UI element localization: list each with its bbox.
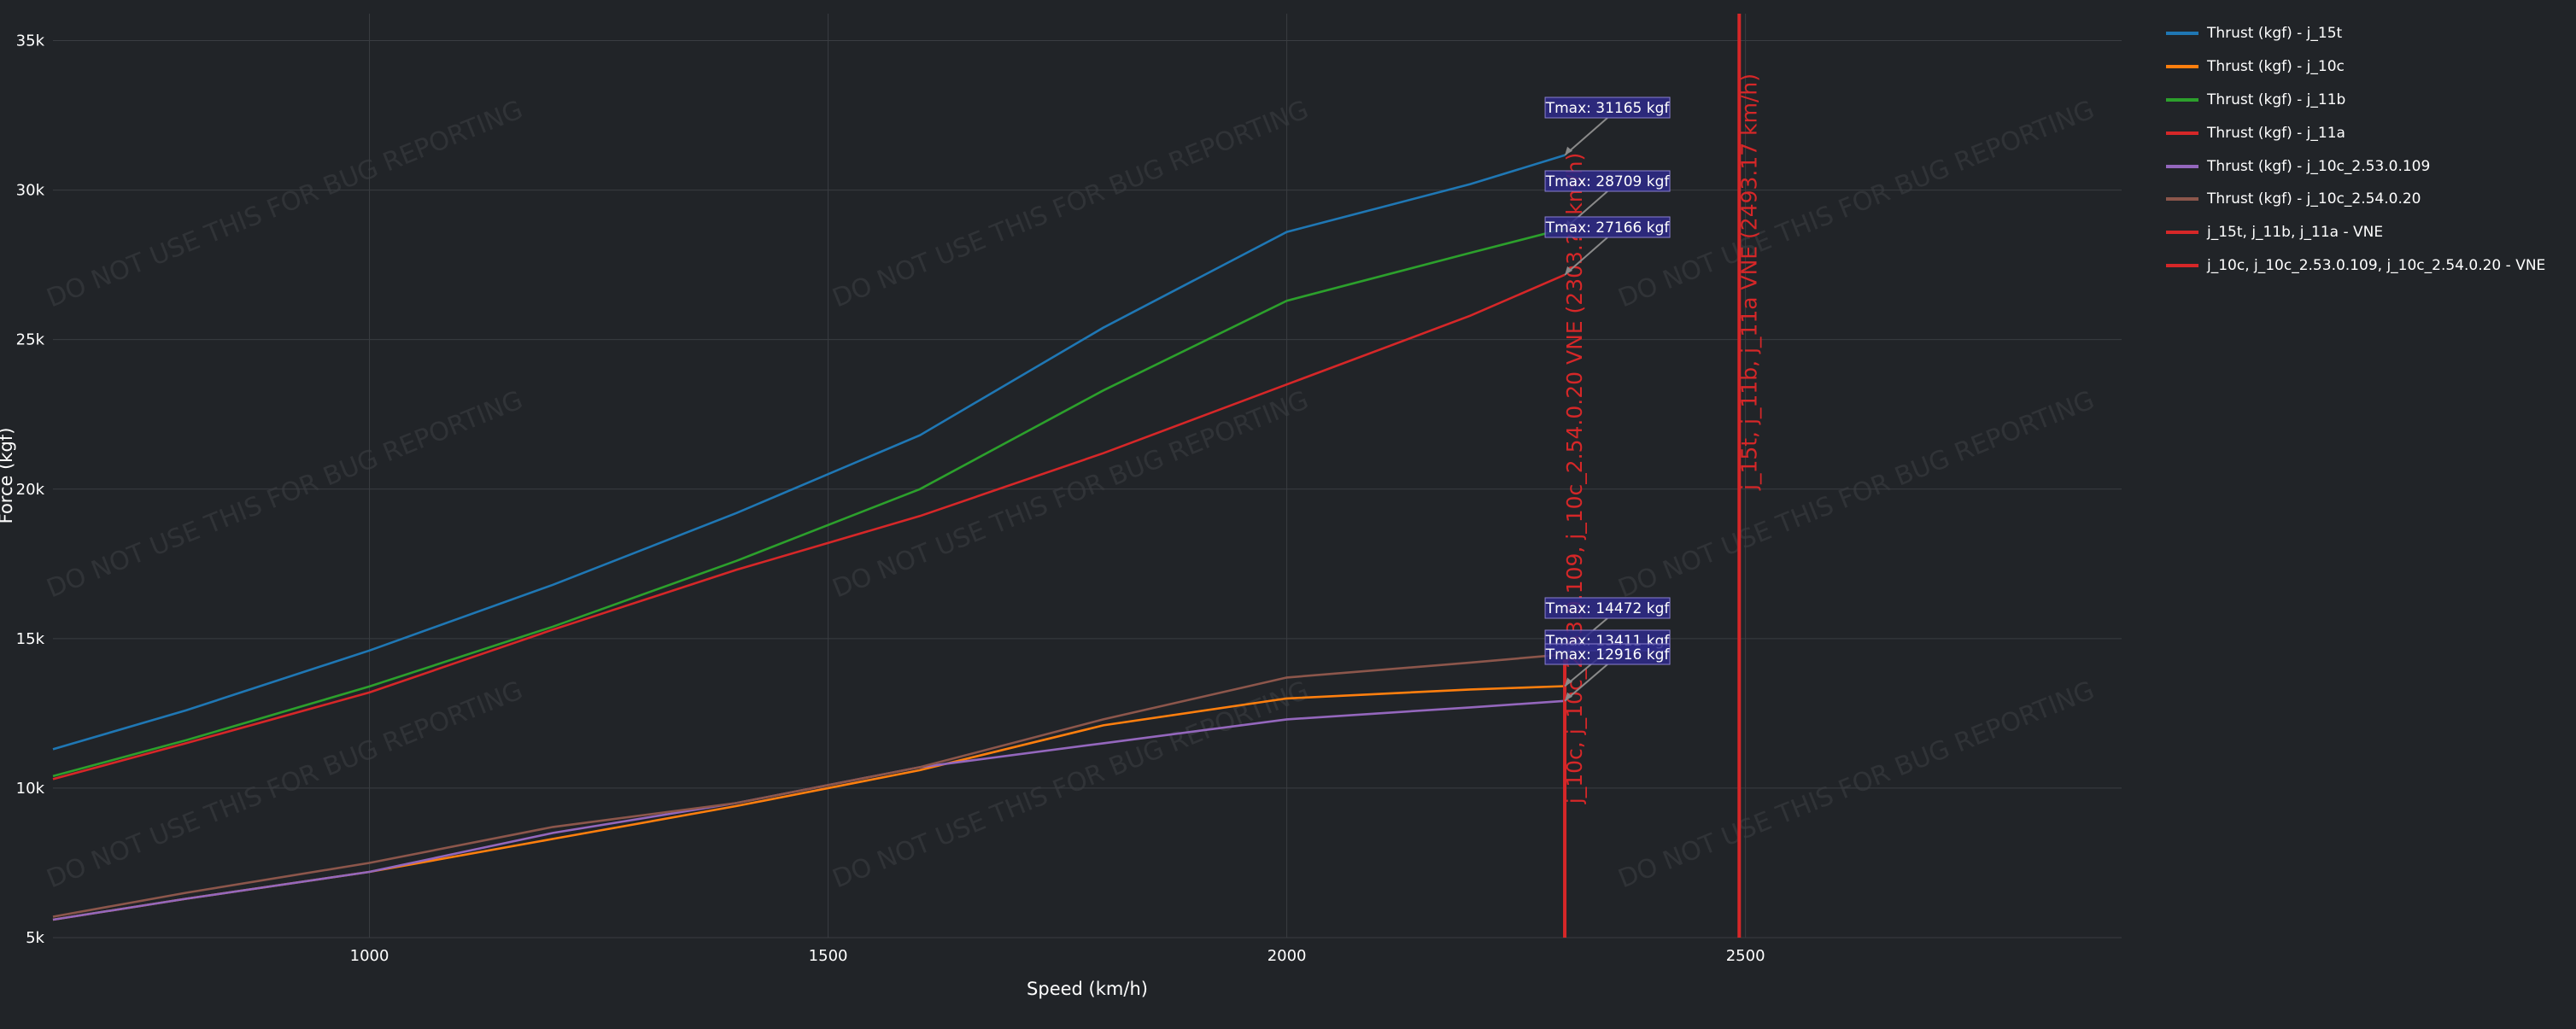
x-tick-label: 1500 xyxy=(809,947,848,965)
legend-item[interactable]: Thrust (kgf) - j_11a xyxy=(2166,116,2545,149)
legend-label: Thrust (kgf) - j_10c_2.53.0.109 xyxy=(2207,157,2431,175)
x-tick-label: 2500 xyxy=(1726,947,1765,965)
annotation-arrowhead xyxy=(1565,692,1573,701)
series-line xyxy=(52,653,1566,918)
watermark-text: DO NOT USE THIS FOR BUG REPORTING xyxy=(43,385,527,604)
legend-swatch xyxy=(2166,97,2198,102)
annotation-box xyxy=(1544,597,1671,619)
annotation-box xyxy=(1544,96,1671,119)
y-tick-label: 30k xyxy=(16,182,45,200)
x-tick-label: 1000 xyxy=(350,947,389,965)
y-tick-label: 10k xyxy=(16,780,45,798)
y-tick-label: 20k xyxy=(16,481,45,499)
watermark-text: DO NOT USE THIS FOR BUG REPORTING xyxy=(1614,675,2099,894)
legend-swatch xyxy=(2166,65,2198,69)
y-axis-title: Force (kgf) xyxy=(0,428,16,524)
legend-swatch xyxy=(2166,231,2198,235)
annotation-label: Tmax: 31165 kgf xyxy=(1545,100,1671,117)
legend-label: j_10c, j_10c_2.53.0.109, j_10c_2.54.0.20… xyxy=(2207,256,2546,274)
legend-label: Thrust (kgf) - j_11a xyxy=(2207,124,2345,142)
watermark-text: DO NOT USE THIS FOR BUG REPORTING xyxy=(828,95,1313,313)
legend-swatch xyxy=(2166,131,2198,135)
watermark-text: DO NOT USE THIS FOR BUG REPORTING xyxy=(1614,385,2099,604)
annotation-arrow xyxy=(1564,664,1608,702)
legend-label: Thrust (kgf) - j_10c xyxy=(2207,58,2345,76)
legend-swatch xyxy=(2166,32,2198,36)
legend-swatch xyxy=(2166,164,2198,168)
vne-label: j_10c, j_10c_2.53.0.109, j_10c_2.54.0.20… xyxy=(1562,153,1587,804)
series-line xyxy=(52,154,1566,751)
legend-swatch xyxy=(2166,263,2198,267)
watermark-text: DO NOT USE THIS FOR BUG REPORTING xyxy=(828,675,1313,894)
annotation-box xyxy=(1544,216,1671,238)
legend: Thrust (kgf) - j_15t Thrust (kgf) - j_10… xyxy=(2166,17,2545,282)
watermark-text: DO NOT USE THIS FOR BUG REPORTING xyxy=(828,385,1313,604)
watermark-text: DO NOT USE THIS FOR BUG REPORTING xyxy=(1614,95,2099,313)
annotation-label: Tmax: 12916 kgf xyxy=(1545,646,1671,664)
y-tick-label: 35k xyxy=(16,32,45,50)
annotation-box xyxy=(1544,170,1671,192)
annotation-label: Tmax: 28709 kgf xyxy=(1545,173,1671,190)
legend-item[interactable]: Thrust (kgf) - j_10c_2.53.0.109 xyxy=(2166,149,2545,183)
series-line xyxy=(52,273,1566,781)
annotation-arrowhead xyxy=(1565,266,1573,275)
legend-item[interactable]: j_15t, j_11b, j_11a - VNE xyxy=(2166,216,2545,249)
legend-label: Thrust (kgf) - j_15t xyxy=(2207,25,2343,43)
annotation-label: Tmax: 14472 kgf xyxy=(1545,600,1671,617)
y-tick-label: 5k xyxy=(26,929,44,947)
y-tick-label: 15k xyxy=(16,630,45,648)
watermark-text: DO NOT USE THIS FOR BUG REPORTING xyxy=(43,95,527,313)
annotation-arrowhead xyxy=(1565,146,1573,155)
x-axis-title: Speed (km/h) xyxy=(1027,979,1148,999)
watermark-text: DO NOT USE THIS FOR BUG REPORTING xyxy=(43,675,527,894)
legend-label: j_15t, j_11b, j_11a - VNE xyxy=(2207,224,2384,242)
series-line xyxy=(52,227,1566,778)
legend-label: Thrust (kgf) - j_11b xyxy=(2207,91,2346,108)
legend-item[interactable]: Thrust (kgf) - j_11b xyxy=(2166,84,2545,117)
legend-label: Thrust (kgf) - j_10c_2.54.0.20 xyxy=(2207,190,2421,208)
x-tick-label: 2000 xyxy=(1268,947,1307,965)
legend-swatch xyxy=(2166,197,2198,202)
annotation-arrow xyxy=(1564,237,1608,276)
y-tick-label: 25k xyxy=(16,331,45,349)
legend-item[interactable]: j_10c, j_10c_2.53.0.109, j_10c_2.54.0.20… xyxy=(2166,249,2545,283)
annotation-arrowhead xyxy=(1565,677,1573,687)
legend-item[interactable]: Thrust (kgf) - j_10c_2.54.0.20 xyxy=(2166,183,2545,216)
series-line xyxy=(52,699,1566,921)
annotation-box xyxy=(1544,643,1671,665)
annotation-arrow xyxy=(1564,117,1608,156)
legend-item[interactable]: Thrust (kgf) - j_10c xyxy=(2166,50,2545,84)
legend-item[interactable]: Thrust (kgf) - j_15t xyxy=(2166,17,2545,50)
vne-label: j_15t, j_11b, j_11a VNE (2493.17 km/h) xyxy=(1736,73,1761,491)
annotation-label: Tmax: 27166 kgf xyxy=(1545,219,1671,237)
